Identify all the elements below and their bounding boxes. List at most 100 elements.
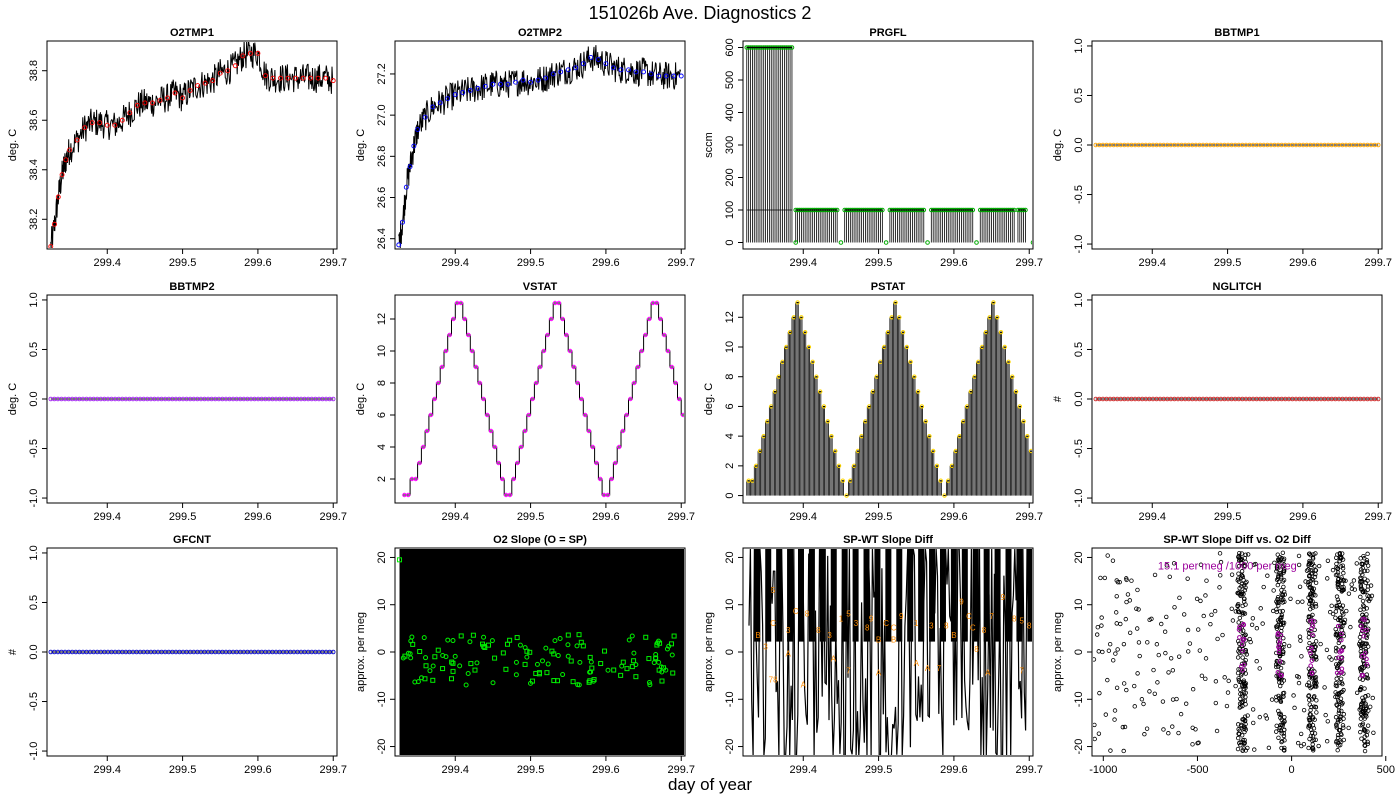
data-point [1237,555,1242,561]
series-label: 9 [959,598,964,607]
data-point [938,478,943,483]
data-point [1212,608,1218,614]
data-point [1093,657,1097,662]
x-tick-label: 299.6 [940,764,968,776]
series-label: B [891,636,896,645]
dense-trace [808,549,815,642]
data-point [1341,712,1347,717]
y-tick-label: 500 [724,71,736,89]
plot-body [744,45,1032,245]
data-point [1274,664,1279,670]
data-point [1120,724,1126,730]
data-point [665,348,671,354]
data-point [551,678,557,684]
y-tick-label: 0 [724,239,736,245]
data-point [1363,622,1368,628]
y-tick-label: -1.0 [28,742,40,761]
series-label: C [883,619,889,628]
data-point [225,68,231,74]
data-point [1310,556,1316,561]
data-point [1181,612,1187,617]
data-point [1307,558,1312,564]
data-point [840,478,846,483]
data-point [1298,731,1304,737]
data-point [1349,586,1355,592]
y-axis-label: deg. C [703,383,715,415]
data-point [1279,587,1284,593]
data-point [435,647,441,653]
data-point [1159,621,1164,627]
data-point [270,75,276,81]
y-tick-label: 8 [724,374,736,380]
data-point [1112,708,1118,713]
data-point [473,364,479,370]
x-tick-label: 299.5 [169,764,197,776]
series-label: B [755,631,760,640]
data-point [549,648,555,654]
data-point [436,380,441,386]
highlight-point [1277,640,1283,646]
dense-trace [961,549,968,642]
data-point [1249,622,1255,628]
data-point [97,120,103,126]
data-point [626,637,632,643]
data-point [829,433,834,439]
data-point [579,396,584,402]
highlight-point [1360,616,1366,622]
data-point [641,69,647,75]
data-point [1236,563,1242,569]
data-point [825,419,830,424]
data-point [633,69,639,75]
data-point [308,75,314,81]
highlight-point [1275,632,1281,637]
y-axis-label: deg. C [7,129,19,161]
data-point [1160,699,1166,704]
highlight-point [1339,655,1344,661]
series-label: C [793,607,799,616]
series-label: C [891,624,897,633]
x-tick-label: 299.4 [441,511,469,523]
data-point [481,396,486,402]
data-point [1239,733,1245,738]
data-point [1213,679,1219,684]
data-point [1306,693,1312,698]
data-point [1341,620,1346,626]
data-point [1365,723,1371,728]
data-point [104,122,110,128]
data-point [1278,715,1283,720]
panel-title: PRGFL [869,27,907,39]
y-tick-label: 0.5 [1073,342,1085,357]
data-point [165,95,170,101]
data-point [629,633,635,639]
data-point [232,63,238,69]
dense-trace [787,549,794,642]
data-point [1313,704,1319,710]
data-point [535,77,541,83]
data-point [647,316,652,322]
data-point [1185,576,1190,581]
series-label: A [925,664,931,673]
data-point [821,404,827,409]
data-point [1341,612,1346,617]
data-point [1114,594,1119,599]
figure-title: 151026b Ave. Diagnostics 2 [588,3,812,23]
data-point [1334,723,1339,728]
data-point [489,638,495,644]
x-tick-label: 299.6 [244,511,272,523]
data-point [485,412,490,418]
data-point [1242,740,1247,746]
panel-title: PSTAT [871,281,906,293]
data-point [1277,725,1282,731]
data-point [662,332,667,338]
dense-trace [819,549,826,642]
data-point [1239,569,1245,574]
data-point [1313,737,1318,742]
data-point [1360,572,1365,577]
data-point [602,648,608,654]
data-point [1333,655,1339,661]
y-tick-label: 12 [376,313,388,325]
data-point [1360,700,1365,705]
data-point [1222,675,1227,680]
data-point [696,477,699,480]
data-point [550,71,556,77]
